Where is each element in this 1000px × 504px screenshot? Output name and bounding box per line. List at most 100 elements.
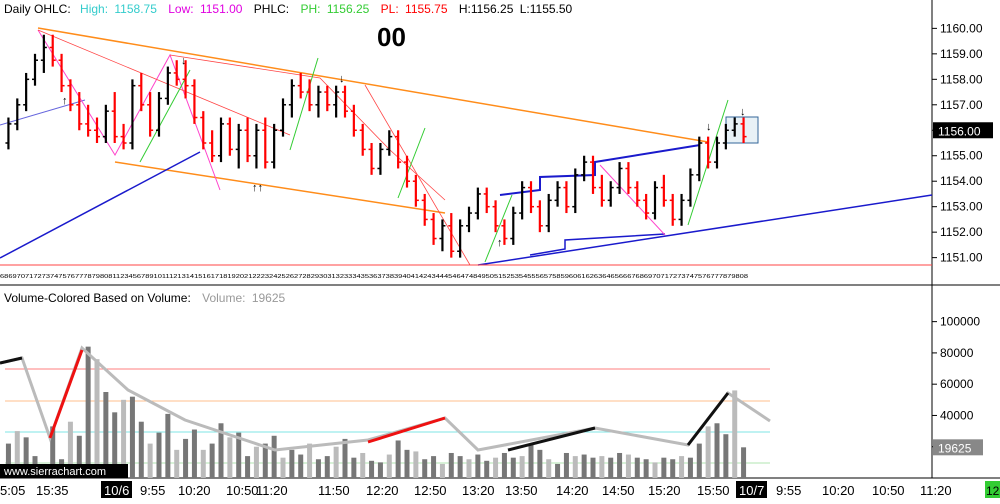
ohlc-bar (359, 123, 366, 156)
arrow-up-marker: ↑ (497, 237, 503, 249)
volume-bar (85, 346, 91, 478)
arrow-down-marker: ↓ (181, 55, 187, 67)
ohlc-bar (722, 123, 729, 150)
ohlc-bar (483, 187, 490, 214)
phlc-label: PHLC: (254, 2, 289, 16)
bar-number-strip: 6869707172737475767778798081123456789101… (0, 274, 748, 280)
ohlc-bar (306, 79, 313, 112)
step-support-line (529, 233, 666, 256)
volume-bar (94, 359, 100, 478)
ohlc-bar (466, 206, 472, 233)
volume-bar (369, 460, 375, 478)
volume-bar (696, 443, 702, 478)
ohlc-bar (23, 72, 30, 112)
volume-bar (422, 459, 428, 478)
ohlc-bar (590, 155, 596, 194)
high-label: High: (80, 2, 108, 16)
volume-bar (253, 446, 259, 478)
volume-bar (652, 462, 658, 478)
ohlc-bar (714, 136, 720, 169)
volume-bar (705, 426, 711, 478)
blue-trend-line-left (0, 151, 201, 259)
volume-bar (129, 396, 135, 478)
ohlc-bar (492, 200, 499, 233)
ohlc-bar (510, 206, 517, 245)
volume-label: Volume: (202, 291, 245, 305)
ohlc-bar (32, 53, 38, 86)
ohlc-bar (138, 72, 145, 112)
swing-green-line-4 (484, 194, 513, 263)
ohlc-bar (572, 168, 579, 214)
swing-pink-line-2 (599, 164, 666, 236)
ohlc-bar (678, 193, 685, 226)
price-tick-label: 1152.00 (940, 225, 983, 239)
ohlc-bar (439, 219, 446, 252)
time-label: 13:20 (462, 483, 495, 498)
volume-bar (333, 446, 339, 478)
ohlc-bar (643, 193, 650, 220)
time-label: 10:50 (226, 483, 259, 498)
volume-bar (147, 443, 153, 478)
volume-bar (546, 459, 552, 478)
ohlc-bar (554, 181, 561, 207)
right-tag: 12 (986, 484, 1000, 498)
volume-bar (191, 429, 197, 478)
step-resistance-line (499, 144, 701, 196)
watermark-text: www.sierrachart.com (3, 466, 106, 478)
channel-upper-line (37, 27, 709, 143)
arrow-down-marker: ↓ (339, 73, 345, 85)
volume-bar (377, 462, 383, 478)
ohlc-bar (315, 85, 322, 118)
ohlc-bar (652, 181, 658, 220)
price-tick-label: 1151.00 (940, 251, 983, 265)
ohlc-bar (519, 181, 526, 220)
l-label: L: (520, 2, 530, 16)
date-marker-bg (736, 481, 767, 498)
volume-bar (687, 457, 693, 478)
time-label: 12:50 (414, 483, 447, 498)
ohlc-bar (209, 130, 216, 163)
ohlc-bar (129, 79, 136, 150)
volume-bar (289, 449, 295, 478)
price-tick-label: 1153.00 (940, 200, 983, 214)
volume-bar (563, 452, 569, 478)
time-label: 10:20 (822, 483, 855, 498)
time-label: 11:20 (256, 483, 288, 498)
ohlc-bar (377, 143, 384, 175)
volume-bar (732, 390, 738, 478)
volume-bar (156, 432, 162, 478)
volume-bar (23, 437, 29, 478)
volume-bar (5, 443, 11, 478)
swing-green-line-3 (397, 127, 426, 199)
volume-bar (280, 457, 286, 478)
volume-bar (342, 438, 348, 478)
ohlc-bar (49, 34, 56, 67)
ohlc-bar (164, 66, 171, 105)
volume-bar (236, 432, 242, 478)
volume-bar (679, 456, 685, 478)
volume-bar (138, 421, 144, 478)
time-label: 15:20 (648, 483, 681, 498)
time-label: 11:20 (920, 483, 952, 498)
volume-value: 19625 (252, 291, 286, 305)
volume-bar (200, 449, 206, 478)
ohlc-bar (607, 181, 614, 207)
low-value: 1151.00 (200, 2, 243, 16)
volume-bar (528, 443, 534, 478)
volume-bar (493, 457, 499, 478)
ph-value: 1156.25 (327, 2, 370, 16)
volume-bar (617, 452, 623, 478)
ohlc-bar (191, 79, 198, 124)
price-tick-label: 1155.00 (940, 149, 983, 163)
time-label: 15:35 (36, 483, 69, 498)
ohlc-bar (545, 193, 552, 233)
svg-text:Daily OHLC: High:: Daily OHLC: High: 1158.75 Low: 1151.00 P… (4, 2, 573, 16)
swing-red-line-3 (364, 84, 471, 266)
ohlc-bar (457, 219, 464, 258)
ohlc-bar (147, 92, 154, 137)
volume-bar (634, 457, 640, 478)
study-overlays: ↑ ↓ ↑↑ ↓ ↑ ↓ ↓ (0, 27, 933, 266)
volume-tick-label: 100000 (940, 315, 980, 329)
